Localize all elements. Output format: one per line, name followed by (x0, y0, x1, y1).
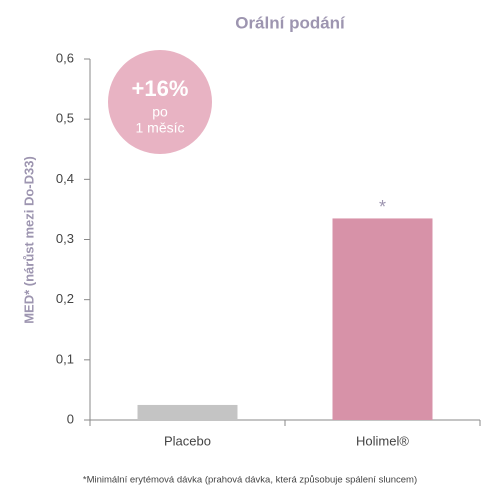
y-tick-label: 0 (67, 411, 74, 426)
badge-text: 1 měsíc (135, 120, 184, 136)
badge-text: po (152, 104, 168, 120)
y-tick-label: 0,1 (56, 351, 74, 366)
x-tick-label: Placebo (164, 433, 211, 448)
y-tick-label: 0,4 (56, 171, 74, 186)
badge (108, 50, 212, 154)
y-tick-label: 0,6 (56, 50, 74, 65)
significance-marker: * (379, 197, 386, 217)
x-tick-label: Holimel® (356, 433, 409, 448)
bar (332, 218, 433, 420)
y-axis-label: MED* (nárůst mezi Do-D33) (21, 156, 36, 324)
y-tick-label: 0,5 (56, 111, 74, 126)
y-tick-label: 0,3 (56, 231, 74, 246)
y-tick-label: 0,2 (56, 291, 74, 306)
badge-value: +16% (132, 76, 189, 101)
footnote: *Minimální erytémová dávka (prahová dávk… (83, 475, 417, 486)
bar (137, 404, 238, 420)
chart-title: Orální podání (235, 13, 346, 32)
